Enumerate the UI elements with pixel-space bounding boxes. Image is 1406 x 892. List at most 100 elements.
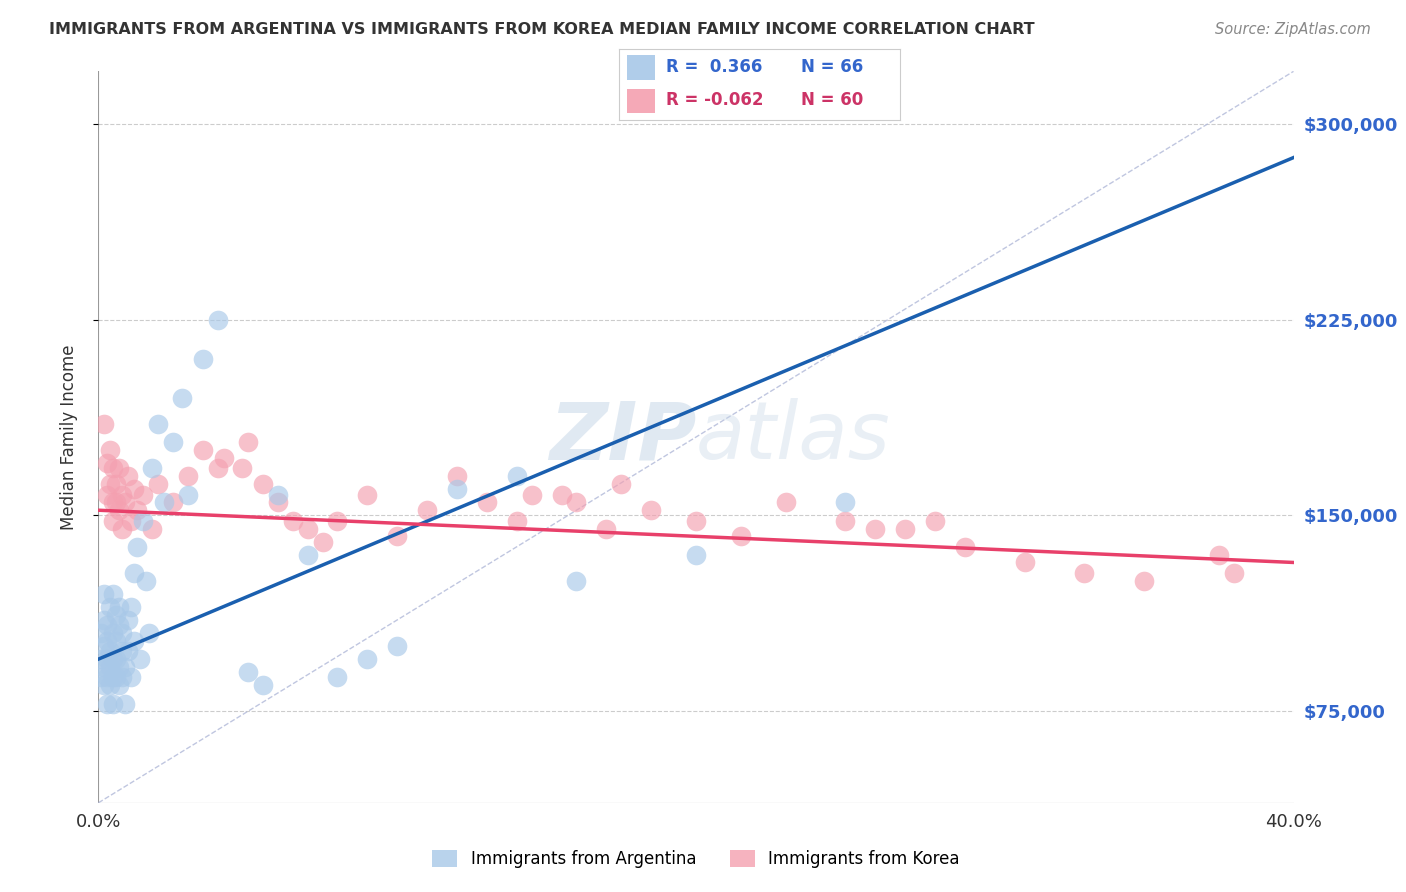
Point xyxy=(105,652,128,666)
Point xyxy=(111,670,134,684)
Point xyxy=(108,618,131,632)
Point xyxy=(98,477,122,491)
Point xyxy=(311,534,333,549)
Point xyxy=(281,514,304,528)
Point xyxy=(834,495,856,509)
Point xyxy=(103,514,125,528)
Y-axis label: Median Family Income: Median Family Income xyxy=(59,344,77,530)
FancyBboxPatch shape xyxy=(627,89,655,113)
Point xyxy=(775,495,797,509)
Point xyxy=(385,529,409,543)
Point xyxy=(98,660,122,674)
Point xyxy=(108,678,131,692)
Point xyxy=(111,644,134,658)
Point xyxy=(356,487,378,501)
Point xyxy=(96,618,118,632)
Point xyxy=(90,626,112,640)
Point xyxy=(105,477,128,491)
Point xyxy=(212,450,235,465)
Point xyxy=(108,599,131,614)
Legend: Immigrants from Argentina, Immigrants from Korea: Immigrants from Argentina, Immigrants fr… xyxy=(426,844,966,875)
Point xyxy=(446,483,468,497)
Point xyxy=(191,351,214,366)
Point xyxy=(117,644,139,658)
Point xyxy=(148,417,170,431)
Point xyxy=(446,469,468,483)
Point xyxy=(127,540,149,554)
Point xyxy=(550,487,572,501)
Point xyxy=(124,566,146,580)
Point xyxy=(93,660,115,674)
Point xyxy=(640,503,662,517)
Point xyxy=(90,652,112,666)
Point xyxy=(610,477,633,491)
Point xyxy=(127,503,149,517)
Point xyxy=(105,495,128,509)
Point xyxy=(1133,574,1156,588)
Point xyxy=(595,521,617,535)
Text: ZIP: ZIP xyxy=(548,398,696,476)
Point xyxy=(103,461,125,475)
Point xyxy=(114,660,136,674)
Point xyxy=(565,495,588,509)
Point xyxy=(162,435,184,450)
Point xyxy=(267,487,290,501)
Point xyxy=(162,495,184,509)
Point xyxy=(120,514,142,528)
Point xyxy=(172,391,194,405)
Point xyxy=(1223,566,1246,580)
Point xyxy=(96,633,118,648)
Point xyxy=(153,495,176,509)
Point xyxy=(565,574,588,588)
Point xyxy=(865,521,887,535)
Point xyxy=(894,521,917,535)
Point xyxy=(177,487,200,501)
Point xyxy=(98,644,122,658)
Text: Source: ZipAtlas.com: Source: ZipAtlas.com xyxy=(1215,22,1371,37)
Point xyxy=(96,487,118,501)
Point xyxy=(108,461,131,475)
Point xyxy=(834,514,856,528)
Point xyxy=(297,548,319,562)
Point xyxy=(98,599,122,614)
Point xyxy=(207,461,229,475)
Point xyxy=(114,495,136,509)
Point xyxy=(129,652,152,666)
Point xyxy=(111,521,134,535)
Point xyxy=(103,495,125,509)
Point xyxy=(191,443,214,458)
Point xyxy=(953,540,976,554)
Text: N = 60: N = 60 xyxy=(801,92,863,110)
Point xyxy=(297,521,319,535)
Point xyxy=(93,678,115,692)
Point xyxy=(114,697,136,711)
Text: IMMIGRANTS FROM ARGENTINA VS IMMIGRANTS FROM KOREA MEDIAN FAMILY INCOME CORRELAT: IMMIGRANTS FROM ARGENTINA VS IMMIGRANTS … xyxy=(49,22,1035,37)
Point xyxy=(117,613,139,627)
Point xyxy=(103,652,125,666)
Point xyxy=(103,670,125,684)
Point xyxy=(685,548,707,562)
Point xyxy=(124,483,146,497)
Point xyxy=(105,607,128,622)
Point xyxy=(103,587,125,601)
Point xyxy=(475,495,498,509)
Point xyxy=(326,514,349,528)
Point xyxy=(506,514,529,528)
Point xyxy=(231,461,253,475)
Point xyxy=(96,697,118,711)
Point xyxy=(138,626,160,640)
Point xyxy=(730,529,752,543)
Point xyxy=(111,487,134,501)
Point xyxy=(236,665,259,680)
Point xyxy=(207,312,229,326)
Text: atlas: atlas xyxy=(696,398,891,476)
Point xyxy=(1073,566,1095,580)
Point xyxy=(267,495,290,509)
Text: R =  0.366: R = 0.366 xyxy=(666,58,763,76)
Point xyxy=(132,514,155,528)
Point xyxy=(141,521,163,535)
FancyBboxPatch shape xyxy=(627,55,655,79)
Point xyxy=(120,670,142,684)
Point xyxy=(135,574,157,588)
Point xyxy=(93,613,115,627)
